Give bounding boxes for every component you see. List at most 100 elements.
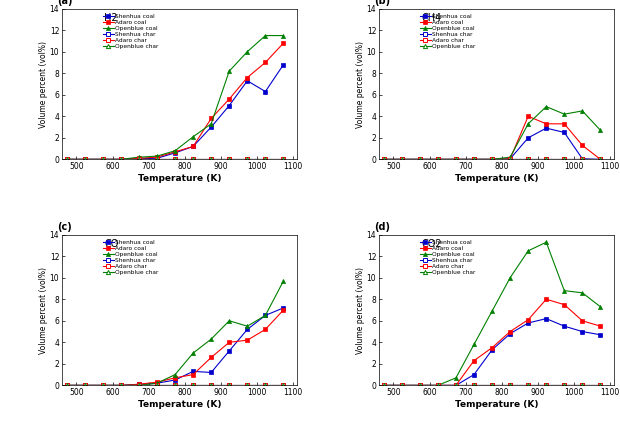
Shenhua char xyxy=(244,157,251,162)
Adaro char xyxy=(81,383,89,388)
Shenhua coal xyxy=(99,157,107,162)
Openblue char xyxy=(135,157,143,162)
Shenhua coal xyxy=(380,157,388,162)
Openblue char xyxy=(244,157,251,162)
Adaro coal xyxy=(578,143,586,148)
Shenhua coal xyxy=(244,78,251,84)
Adaro char xyxy=(578,157,586,162)
Openblue coal xyxy=(153,154,161,159)
Adaro char xyxy=(280,383,287,388)
Adaro coal xyxy=(63,383,71,388)
Shenhua char xyxy=(135,383,143,388)
Adaro coal xyxy=(489,157,496,162)
Adaro char xyxy=(380,383,388,388)
Adaro coal xyxy=(99,157,107,162)
Shenhua coal xyxy=(578,329,586,334)
Openblue char xyxy=(471,157,478,162)
Shenhua coal xyxy=(507,331,514,336)
Shenhua coal xyxy=(542,126,550,131)
Shenhua char xyxy=(596,157,604,162)
Openblue coal xyxy=(489,157,496,162)
Adaro char xyxy=(99,383,107,388)
Adaro coal xyxy=(398,157,405,162)
Shenhua coal xyxy=(434,383,441,388)
Adaro char xyxy=(452,157,459,162)
Line: Adaro char: Adaro char xyxy=(381,157,603,162)
Openblue char xyxy=(63,383,71,388)
Shenhua char xyxy=(578,383,586,388)
Shenhua coal xyxy=(280,62,287,67)
Adaro coal xyxy=(280,41,287,46)
Line: Shenhua char: Shenhua char xyxy=(381,157,603,162)
Shenhua coal xyxy=(135,382,143,387)
Openblue char xyxy=(171,157,179,162)
Adaro coal xyxy=(525,317,532,322)
Openblue coal xyxy=(99,383,107,388)
Adaro char xyxy=(471,383,478,388)
Shenhua coal xyxy=(434,157,441,162)
Line: Adaro coal: Adaro coal xyxy=(381,297,603,388)
Line: Adaro coal: Adaro coal xyxy=(64,308,286,388)
Adaro char xyxy=(244,157,251,162)
Openblue coal xyxy=(471,342,478,347)
Line: Openblue char: Openblue char xyxy=(381,157,603,162)
Openblue coal xyxy=(280,278,287,284)
Adaro coal xyxy=(262,60,269,65)
Line: Shenhua coal: Shenhua coal xyxy=(64,306,286,388)
Openblue char xyxy=(452,157,459,162)
Shenhua coal xyxy=(596,157,604,162)
Shenhua char xyxy=(398,157,405,162)
Adaro coal xyxy=(525,114,532,119)
Openblue char xyxy=(380,157,388,162)
Adaro coal xyxy=(244,338,251,343)
Openblue char xyxy=(596,383,604,388)
Adaro char xyxy=(434,157,441,162)
Openblue char xyxy=(507,383,514,388)
Openblue coal xyxy=(434,383,441,388)
Line: Openblue coal: Openblue coal xyxy=(381,240,603,388)
Line: Shenhua char: Shenhua char xyxy=(64,157,286,162)
Openblue coal xyxy=(190,134,197,139)
Shenhua coal xyxy=(471,372,478,377)
Openblue coal xyxy=(171,148,179,153)
Openblue coal xyxy=(578,108,586,113)
Text: H2: H2 xyxy=(104,13,118,23)
Openblue char xyxy=(190,383,197,388)
Openblue char xyxy=(190,157,197,162)
Adaro coal xyxy=(560,302,568,307)
Adaro char xyxy=(525,157,532,162)
Openblue coal xyxy=(208,121,215,126)
Shenhua coal xyxy=(398,383,405,388)
Adaro coal xyxy=(171,375,179,381)
Adaro char xyxy=(99,157,107,162)
Adaro char xyxy=(63,383,71,388)
Shenhua char xyxy=(596,383,604,388)
Openblue char xyxy=(434,157,441,162)
Adaro coal xyxy=(135,156,143,161)
Openblue char xyxy=(280,383,287,388)
Adaro coal xyxy=(434,383,441,388)
Openblue char xyxy=(244,383,251,388)
Shenhua char xyxy=(280,383,287,388)
Shenhua char xyxy=(560,157,568,162)
Shenhua coal xyxy=(226,348,233,353)
Shenhua coal xyxy=(63,157,71,162)
Legend: Shenhua coal, Adaro coal, Openblue coal, Shenhua char, Adaro char, Openblue char: Shenhua coal, Adaro coal, Openblue coal,… xyxy=(102,13,159,49)
Openblue char xyxy=(153,157,161,162)
Text: CH4: CH4 xyxy=(421,13,441,23)
Openblue coal xyxy=(380,157,388,162)
Shenhua coal xyxy=(596,332,604,337)
Openblue coal xyxy=(525,248,532,253)
Shenhua coal xyxy=(507,156,514,162)
Shenhua char xyxy=(452,383,459,388)
Adaro char xyxy=(489,383,496,388)
Adaro char xyxy=(434,383,441,388)
Adaro char xyxy=(398,157,405,162)
Shenhua char xyxy=(81,157,89,162)
Shenhua char xyxy=(117,383,125,388)
Openblue coal xyxy=(244,323,251,329)
Adaro char xyxy=(560,383,568,388)
Text: CO: CO xyxy=(104,239,118,249)
Adaro coal xyxy=(507,329,514,334)
Openblue coal xyxy=(542,104,550,109)
